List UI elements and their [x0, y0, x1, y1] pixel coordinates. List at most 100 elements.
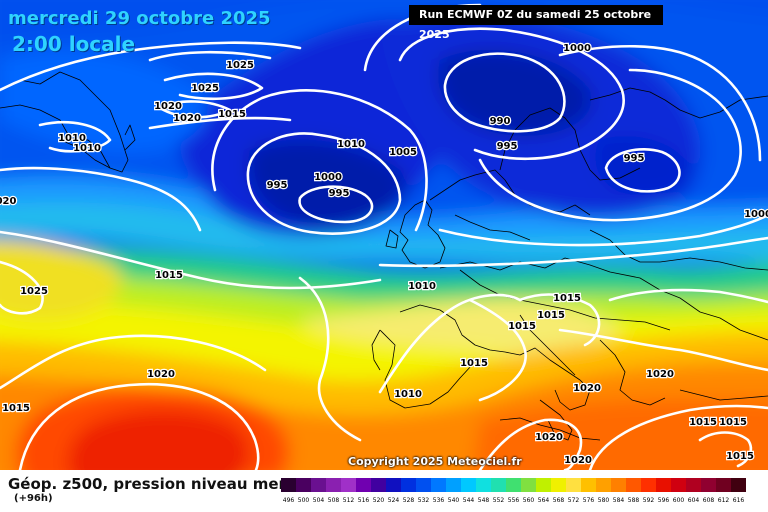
isobar-label: 1000 — [314, 172, 342, 183]
scale-tick-label: 504 — [313, 497, 325, 504]
scale-swatch — [656, 478, 672, 492]
scale-swatch — [401, 478, 417, 492]
isobar-label: 1015 — [460, 358, 488, 369]
scale-tick-label: 608 — [703, 497, 715, 504]
scale-tick-label: 536 — [433, 497, 445, 504]
isobar-label: 1005 — [389, 147, 417, 158]
scale-swatch — [551, 478, 567, 492]
scale-tick-label: 496 — [283, 497, 295, 504]
scale-tick-label: 528 — [403, 497, 415, 504]
scale-swatch — [311, 478, 327, 492]
isobar-label: 1025 — [191, 83, 219, 94]
scale-tick-label: 556 — [508, 497, 520, 504]
isobar-label: 1025 — [226, 60, 254, 71]
isobar-label: 1010 — [337, 139, 365, 150]
scale-tick-label: 548 — [478, 497, 490, 504]
isobar-label: 1015 — [218, 109, 246, 120]
scale-tick-label: 516 — [358, 497, 370, 504]
scale-swatch — [326, 478, 342, 492]
scale-swatch — [356, 478, 372, 492]
isobar-label: 1015 — [689, 417, 717, 428]
scale-swatch — [701, 478, 717, 492]
scale-swatch — [626, 478, 642, 492]
scale-tick-label: 576 — [583, 497, 595, 504]
isobar-label: 1015 — [553, 293, 581, 304]
isobar-label: 1010 — [73, 143, 101, 154]
scale-swatch — [581, 478, 597, 492]
scale-tick-label: 540 — [448, 497, 460, 504]
isobar-label: 1010 — [408, 281, 436, 292]
scale-tick-label: 560 — [523, 497, 535, 504]
isobar-label: 1015 — [537, 310, 565, 321]
scale-swatch — [521, 478, 537, 492]
legend-panel: Géop. z500, pression niveau mer (+96h) 4… — [0, 470, 768, 512]
scale-swatch — [716, 478, 732, 492]
isobar-label: 995 — [329, 188, 350, 199]
isobar-label: 1010 — [394, 389, 422, 400]
legend-title: Géop. z500, pression niveau mer — [8, 475, 286, 493]
scale-swatch — [431, 478, 447, 492]
isobar-label: 990 — [490, 116, 511, 127]
coastlines — [0, 71, 768, 441]
scale-swatch — [446, 478, 462, 492]
isobar-label: 1020 — [147, 369, 175, 380]
isobar-label: 020 — [0, 196, 16, 207]
scale-swatch — [596, 478, 612, 492]
scale-tick-label: 524 — [388, 497, 400, 504]
isobar-label: 1010 — [58, 133, 86, 144]
isobar-label: 1025 — [20, 286, 48, 297]
scale-swatch — [371, 478, 387, 492]
scale-tick-label: 564 — [538, 497, 550, 504]
scale-tick-label: 544 — [463, 497, 475, 504]
scale-tick-label: 580 — [598, 497, 610, 504]
scale-swatch — [731, 478, 746, 492]
forecast-time: 2:00 locale — [12, 32, 136, 56]
scale-swatch — [641, 478, 657, 492]
scale-swatch — [416, 478, 432, 492]
scale-swatch — [476, 478, 492, 492]
isobar-label: 1000 — [744, 209, 768, 220]
scale-swatch — [341, 478, 357, 492]
scale-swatch — [671, 478, 687, 492]
isobar-label: 995 — [267, 180, 288, 191]
isobar-label: 1015 — [726, 451, 754, 462]
isobar-label: 995 — [624, 153, 645, 164]
isobar-label: 1020 — [646, 369, 674, 380]
isobar-label: 1015 — [155, 270, 183, 281]
scale-tick-label: 532 — [418, 497, 430, 504]
scale-tick-label: 508 — [328, 497, 340, 504]
scale-tick-label: 512 — [343, 497, 355, 504]
scale-tick-label: 500 — [298, 497, 310, 504]
scale-swatch — [536, 478, 552, 492]
scale-tick-label: 616 — [733, 497, 745, 504]
scale-tick-label: 568 — [553, 497, 565, 504]
color-scale: 496 500 504 508 512 516 520 524 528 532 536 540 544 5… — [281, 478, 746, 504]
scale-tick-label: 572 — [568, 497, 580, 504]
run-info: Run ECMWF 0Z du samedi 25 octobre 2025 — [409, 5, 663, 41]
isobar-label: 1015 — [719, 417, 747, 428]
scale-swatch — [461, 478, 477, 492]
scale-tick-label: 520 — [373, 497, 385, 504]
isobar-label: 995 — [497, 141, 518, 152]
isobar-label: 1015 — [508, 321, 536, 332]
scale-swatch — [611, 478, 627, 492]
geopotential-fill — [0, 0, 768, 470]
scale-swatch — [566, 478, 582, 492]
scale-tick-label: 596 — [658, 497, 670, 504]
scale-swatch — [686, 478, 702, 492]
isobar-label: 1020 — [173, 113, 201, 124]
isobar-label: 1020 — [535, 432, 563, 443]
forecast-date: mercredi 29 octobre 2025 — [8, 8, 271, 29]
scale-tick-label: 612 — [718, 497, 730, 504]
isobar-label: 1020 — [573, 383, 601, 394]
scale-swatch — [296, 478, 312, 492]
scale-tick-label: 552 — [493, 497, 505, 504]
isobar-label: 1020 — [564, 455, 592, 466]
scale-swatch — [491, 478, 507, 492]
scale-tick-label: 600 — [673, 497, 685, 504]
isobar-label: 1020 — [154, 101, 182, 112]
scale-tick-label: 584 — [613, 497, 625, 504]
